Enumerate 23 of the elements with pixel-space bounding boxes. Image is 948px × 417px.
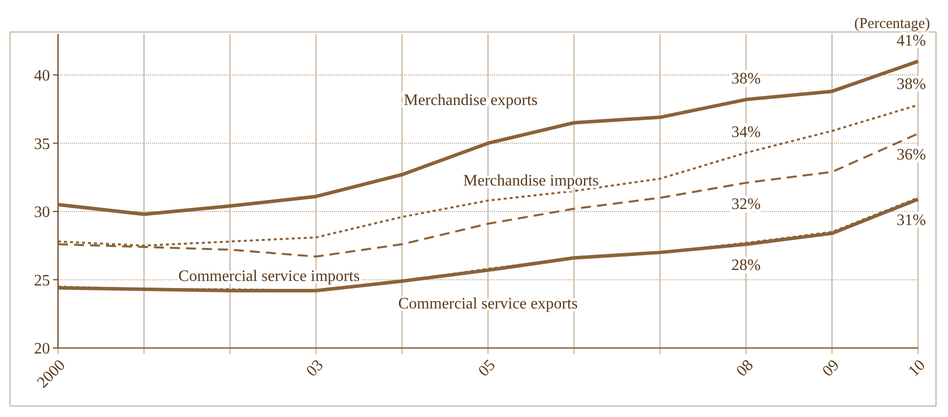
data-label: 38%: [896, 76, 926, 93]
data-label: 36%: [896, 146, 926, 164]
data-label: 41%: [896, 32, 926, 50]
y-tick-label: 35: [34, 136, 50, 153]
series-label: Merchandise exports: [404, 92, 538, 110]
y-tick-label: 20: [34, 340, 50, 358]
x-tick-label: 10: [905, 356, 929, 380]
data-label: 31%: [896, 212, 926, 230]
series-label: Commercial service exports: [398, 296, 578, 313]
y-tick-label: 25: [34, 272, 50, 290]
x-tick-label: 09: [819, 356, 843, 380]
y-tick-label: 30: [34, 204, 50, 222]
y-tick-label: 40: [34, 68, 50, 85]
data-label: 38%: [731, 70, 761, 88]
series-label: Commercial service imports: [178, 268, 360, 286]
data-label: 34%: [731, 124, 761, 141]
x-tick-label: 03: [303, 356, 327, 380]
x-tick-label: 08: [733, 356, 757, 380]
data-label: 28%: [731, 257, 761, 274]
y-axis-title: (Percentage): [854, 16, 930, 32]
series-label: Merchandise imports: [463, 172, 599, 190]
x-tick-label: 05: [475, 356, 499, 380]
data-label: 32%: [731, 196, 761, 213]
